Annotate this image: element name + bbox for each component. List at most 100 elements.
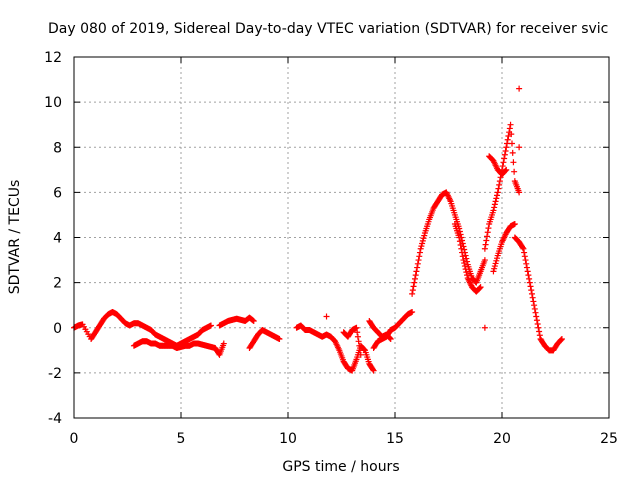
data-point — [491, 265, 498, 272]
y-tick-label: 4 — [53, 231, 62, 247]
data-point — [494, 189, 501, 196]
data-point — [483, 237, 490, 244]
data-point — [461, 263, 468, 270]
data-point — [499, 163, 506, 170]
data-point — [522, 257, 529, 264]
data-point — [460, 257, 467, 264]
x-tick-label: 20 — [493, 431, 511, 447]
data-point — [510, 159, 517, 166]
data-point — [370, 367, 377, 374]
data-point — [456, 234, 463, 241]
data-point — [526, 275, 533, 282]
data-point — [516, 189, 523, 196]
data-point — [477, 284, 484, 291]
data-point — [530, 298, 537, 305]
x-tick-label: 5 — [177, 431, 186, 447]
data-point — [528, 290, 535, 297]
data-point — [503, 166, 510, 173]
data-point — [481, 257, 488, 264]
data-point — [490, 268, 497, 275]
data-point — [494, 192, 501, 199]
data-point — [520, 245, 527, 252]
data-point — [535, 324, 542, 331]
data-point — [531, 305, 538, 312]
data-point — [207, 322, 214, 329]
data-point — [420, 235, 427, 242]
data-point — [496, 178, 503, 185]
data-point — [484, 233, 491, 240]
data-point — [463, 269, 470, 276]
data-point — [490, 207, 497, 214]
data-point — [353, 324, 360, 331]
data-point — [416, 249, 423, 256]
data-point — [524, 268, 531, 275]
data-point — [419, 237, 426, 244]
data-point — [355, 338, 362, 345]
data-point — [525, 272, 532, 279]
data-point — [511, 168, 518, 175]
data-point — [509, 149, 516, 156]
data-point — [462, 266, 469, 273]
data-point — [415, 257, 422, 264]
data-point — [519, 244, 526, 251]
data-point — [357, 347, 364, 354]
data-point — [534, 320, 541, 327]
data-point — [484, 229, 491, 236]
data-point — [533, 313, 540, 320]
data-point — [501, 151, 508, 158]
data-point — [536, 332, 543, 339]
data-point — [493, 257, 500, 264]
data-points — [71, 85, 565, 374]
data-point — [462, 252, 469, 259]
data-point — [387, 336, 394, 343]
data-point — [416, 253, 423, 260]
data-point — [507, 121, 514, 128]
y-tick-label: 6 — [53, 185, 62, 201]
data-point — [481, 245, 488, 252]
y-tick-label: 2 — [53, 276, 62, 292]
data-point — [511, 220, 518, 227]
data-point — [354, 329, 361, 336]
data-point — [419, 240, 426, 247]
data-point — [502, 148, 509, 155]
x-tick-label: 15 — [386, 431, 404, 447]
data-point — [458, 245, 465, 252]
data-point — [485, 225, 492, 232]
data-point — [411, 275, 418, 282]
data-point — [414, 264, 421, 271]
data-point — [356, 342, 363, 349]
x-tick-label: 25 — [600, 431, 618, 447]
y-tick-label: 10 — [44, 95, 62, 111]
data-point — [414, 260, 421, 267]
data-point — [361, 346, 368, 353]
data-point — [411, 279, 418, 286]
data-point — [412, 272, 419, 279]
data-point — [492, 198, 499, 205]
data-point — [409, 290, 416, 297]
plot-frame — [73, 56, 610, 419]
x-axis-label: GPS time / hours — [282, 459, 399, 475]
data-point — [461, 260, 468, 267]
data-point — [501, 155, 508, 162]
data-point — [456, 238, 463, 245]
data-point — [413, 268, 420, 275]
data-point — [558, 336, 565, 343]
x-tick-label: 0 — [70, 431, 79, 447]
data-point — [521, 249, 528, 256]
data-point — [323, 313, 330, 320]
data-point — [481, 324, 488, 331]
data-point — [387, 335, 394, 342]
data-point — [521, 253, 528, 260]
data-point — [409, 308, 416, 315]
y-tick-label: 12 — [44, 50, 62, 66]
data-point — [410, 283, 417, 290]
data-point — [354, 333, 361, 340]
data-point — [461, 246, 468, 253]
data-point — [493, 195, 500, 202]
y-tick-label: -2 — [48, 366, 62, 382]
data-point — [250, 317, 257, 324]
data-point — [529, 294, 536, 301]
data-point — [558, 336, 565, 343]
data-point — [508, 131, 515, 138]
